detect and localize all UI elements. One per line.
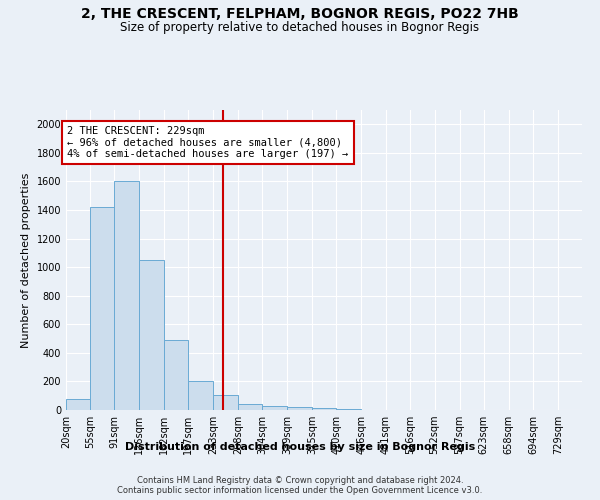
Text: Distribution of detached houses by size in Bognor Regis: Distribution of detached houses by size … [125,442,475,452]
Text: 2, THE CRESCENT, FELPHAM, BOGNOR REGIS, PO22 7HB: 2, THE CRESCENT, FELPHAM, BOGNOR REGIS, … [81,8,519,22]
Bar [66,398,90,410]
Text: Contains HM Land Registry data © Crown copyright and database right 2024.: Contains HM Land Registry data © Crown c… [137,476,463,485]
Bar [262,406,287,410]
Text: Contains public sector information licensed under the Open Government Licence v3: Contains public sector information licen… [118,486,482,495]
Bar [214,395,238,410]
Y-axis label: Number of detached properties: Number of detached properties [21,172,31,348]
Bar [139,260,164,410]
Bar [115,182,139,410]
Bar [312,408,337,410]
Bar [238,404,262,410]
Text: Size of property relative to detached houses in Bognor Regis: Size of property relative to detached ho… [121,21,479,34]
Bar [188,380,214,410]
Bar [90,207,115,410]
Bar [287,407,312,410]
Bar [164,340,188,410]
Text: 2 THE CRESCENT: 229sqm
← 96% of detached houses are smaller (4,800)
4% of semi-d: 2 THE CRESCENT: 229sqm ← 96% of detached… [67,126,349,159]
